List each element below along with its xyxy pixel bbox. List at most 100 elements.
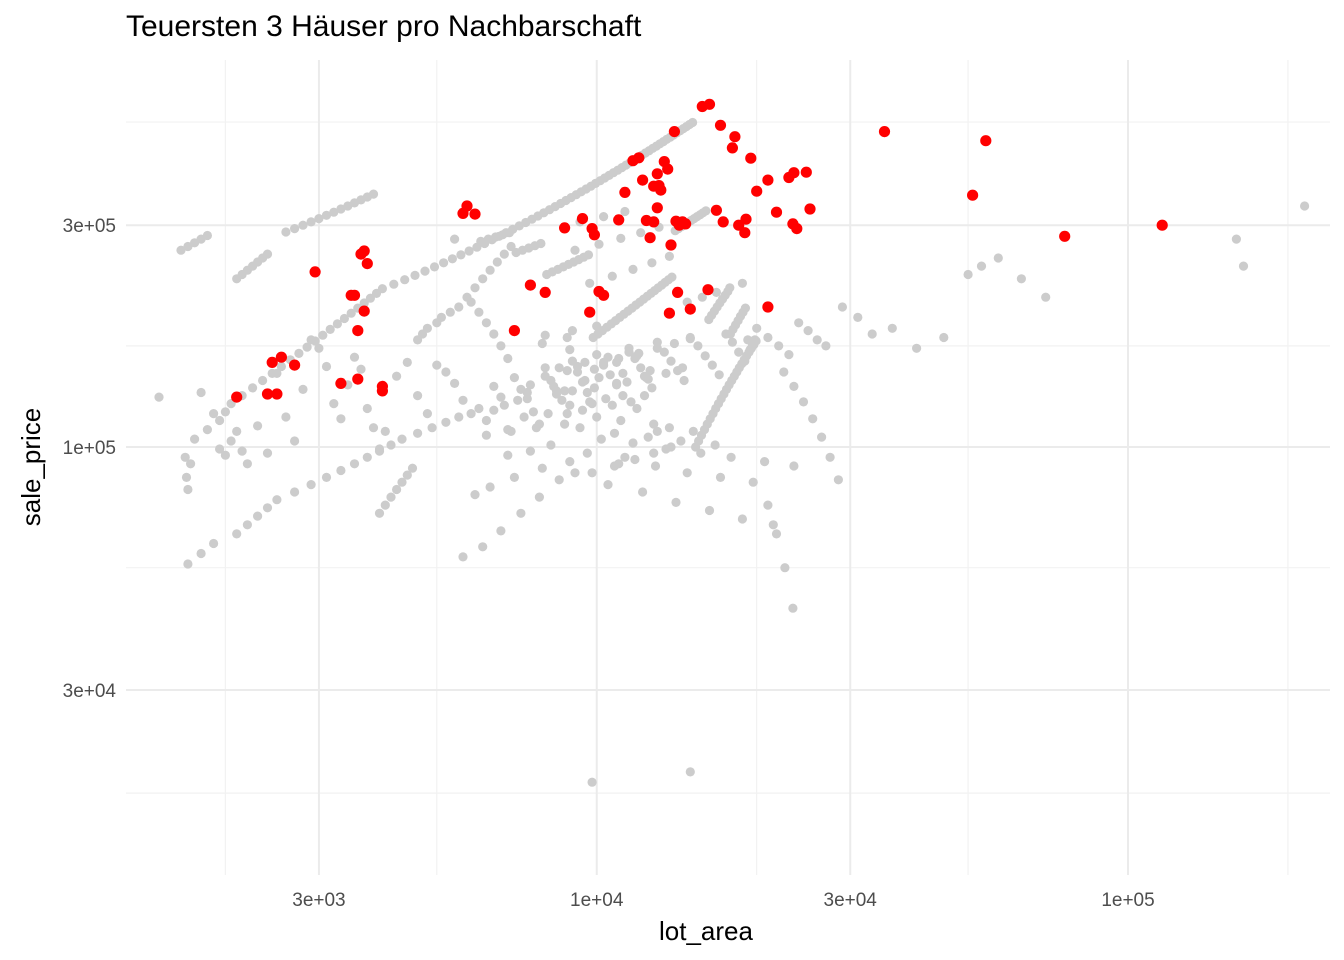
house-point xyxy=(551,389,562,399)
house-point xyxy=(237,446,247,456)
house-point xyxy=(912,343,922,353)
house-point xyxy=(506,241,516,252)
house-point xyxy=(1231,234,1241,244)
house-point xyxy=(429,262,440,272)
house-point xyxy=(389,279,399,289)
house-point xyxy=(596,434,606,444)
house-point xyxy=(314,343,324,353)
house-point xyxy=(798,397,809,407)
house-point xyxy=(779,367,789,377)
house-point xyxy=(639,391,650,401)
house-point xyxy=(624,347,634,357)
top-house-point xyxy=(703,98,716,110)
house-point xyxy=(577,405,588,415)
house-point xyxy=(697,292,707,302)
top-house-point xyxy=(967,189,979,201)
house-point xyxy=(454,412,464,422)
house-point xyxy=(737,278,748,288)
house-point xyxy=(737,514,748,524)
house-point xyxy=(413,391,423,401)
house-point xyxy=(489,405,499,415)
house-point xyxy=(196,387,206,398)
house-point xyxy=(628,264,638,274)
house-point xyxy=(677,363,688,373)
house-point xyxy=(685,334,695,344)
house-point xyxy=(186,459,196,469)
house-point xyxy=(649,419,659,429)
top-house-point xyxy=(619,186,631,198)
house-point xyxy=(636,228,646,238)
top-house-point xyxy=(762,301,774,313)
house-point xyxy=(963,269,973,280)
house-point xyxy=(628,438,638,448)
house-point xyxy=(456,250,466,260)
house-point xyxy=(196,548,206,559)
house-point xyxy=(402,357,412,367)
top-house-point xyxy=(684,303,696,315)
top-house-point xyxy=(539,286,551,298)
house-point xyxy=(740,303,751,313)
house-point xyxy=(582,387,592,398)
house-point xyxy=(630,454,640,465)
minor-gridlines xyxy=(126,60,1330,875)
house-point xyxy=(812,335,822,345)
house-point xyxy=(242,520,252,530)
house-point xyxy=(609,461,620,471)
house-point xyxy=(645,366,655,376)
house-point xyxy=(707,360,717,370)
house-point xyxy=(470,490,480,500)
major-gridlines xyxy=(126,60,1330,875)
house-point xyxy=(748,477,758,487)
house-point xyxy=(536,238,546,249)
top-house-point xyxy=(508,325,520,337)
house-point xyxy=(803,326,813,336)
house-point xyxy=(570,245,580,255)
top-house-point xyxy=(878,126,891,138)
house-point xyxy=(714,370,724,380)
house-point xyxy=(676,436,686,446)
house-point xyxy=(447,254,457,264)
house-point xyxy=(853,312,863,322)
top-house-point xyxy=(740,213,752,225)
house-point xyxy=(821,341,831,351)
house-point xyxy=(679,375,689,386)
house-point xyxy=(522,387,532,398)
house-point xyxy=(750,335,760,345)
house-point xyxy=(565,457,575,467)
house-point xyxy=(543,409,553,419)
house-point xyxy=(470,283,480,293)
house-point xyxy=(499,249,509,259)
house-point xyxy=(262,448,273,458)
house-point xyxy=(400,275,410,285)
house-point xyxy=(336,465,346,476)
house-point xyxy=(612,380,622,390)
house-point xyxy=(562,332,572,343)
house-point xyxy=(294,348,304,358)
house-point xyxy=(592,350,602,360)
house-point xyxy=(392,371,402,381)
house-point xyxy=(402,470,412,480)
top-house-point xyxy=(655,184,667,196)
top-house-point xyxy=(576,213,589,225)
house-point xyxy=(485,265,495,275)
house-point xyxy=(306,217,316,227)
top-house-point xyxy=(352,373,364,385)
top-house-point xyxy=(680,218,692,230)
house-point xyxy=(667,272,677,282)
house-point xyxy=(560,386,570,396)
house-point xyxy=(939,332,949,343)
house-point xyxy=(380,426,390,436)
house-point xyxy=(329,399,339,409)
house-point xyxy=(356,364,366,374)
house-point xyxy=(436,312,446,322)
top-house-point xyxy=(1156,219,1168,231)
house-point xyxy=(329,207,339,217)
house-point xyxy=(607,271,617,281)
house-point xyxy=(808,414,818,424)
house-point xyxy=(682,468,692,478)
house-point xyxy=(450,378,460,388)
top-house-point xyxy=(668,126,681,138)
house-point xyxy=(688,426,698,436)
top-house-point xyxy=(598,289,610,301)
